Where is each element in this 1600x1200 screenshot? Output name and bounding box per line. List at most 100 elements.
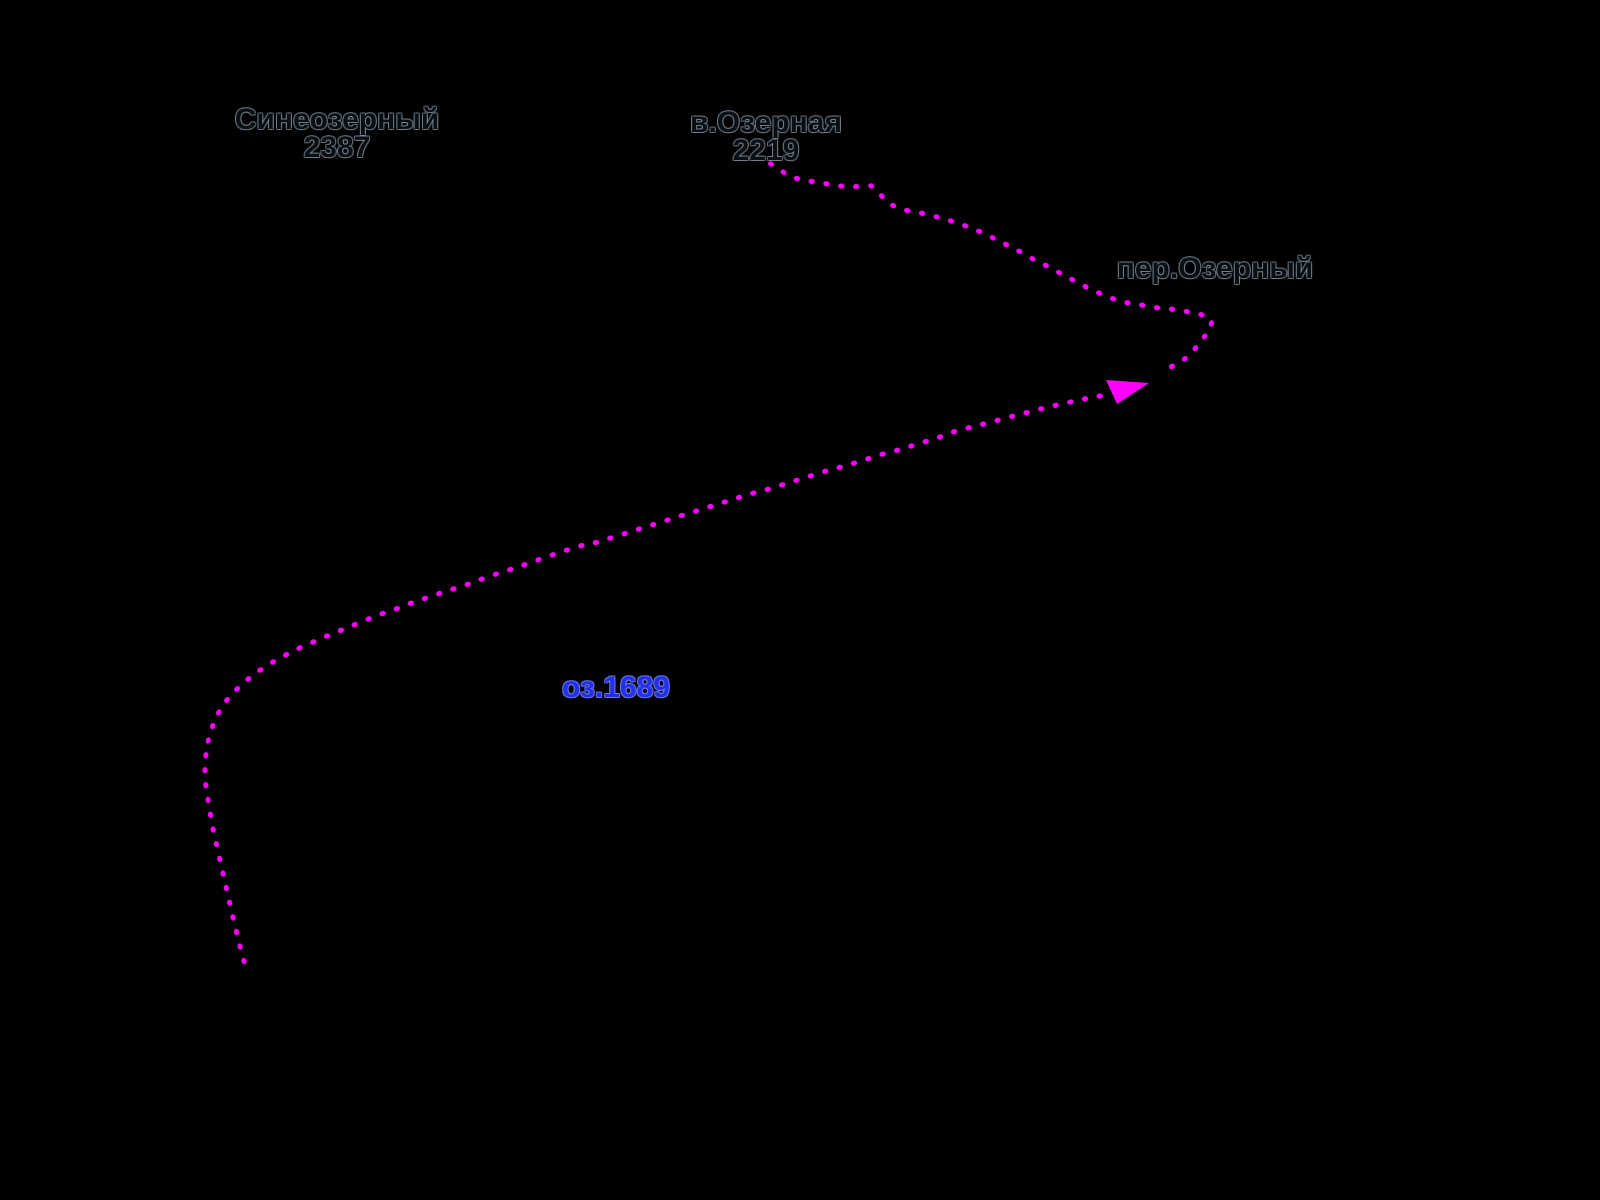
route-dot	[692, 508, 700, 514]
route-dot	[1181, 356, 1188, 362]
route-dot	[721, 499, 728, 505]
route-dot	[337, 627, 344, 633]
route-dot	[890, 202, 897, 209]
route-dot	[535, 557, 542, 563]
route-dot	[245, 676, 252, 682]
route-dot	[1198, 312, 1205, 318]
route-dot	[1096, 290, 1103, 296]
route-dot	[994, 417, 1001, 423]
route-dot	[421, 595, 429, 602]
route-dot	[750, 490, 757, 496]
route-dot	[836, 464, 843, 471]
route-dot	[351, 621, 358, 628]
lake-1689-name: оз.1689	[562, 671, 670, 704]
route-dot	[1096, 393, 1103, 399]
route-dot	[365, 616, 372, 622]
route-dot	[808, 178, 815, 185]
label-summit-sineozerny: Синеозерный 2387	[235, 105, 440, 164]
route-dot	[563, 547, 571, 553]
route-dot	[234, 685, 241, 692]
route-dot	[1139, 302, 1146, 308]
route-dot	[296, 645, 303, 651]
route-dot	[216, 709, 222, 716]
route-dot	[635, 526, 643, 532]
route-dot	[1042, 262, 1049, 269]
route-dot	[1168, 306, 1176, 312]
route-dot	[1029, 256, 1036, 262]
route-dot	[492, 571, 500, 577]
route-dot	[1153, 305, 1161, 311]
route-dot	[592, 539, 600, 546]
route-dot	[407, 600, 414, 606]
route-dot	[607, 535, 614, 541]
route-dot	[202, 767, 208, 774]
route-dot	[207, 811, 214, 818]
route-dot	[807, 473, 814, 479]
route-dot	[205, 737, 211, 744]
route-dot	[936, 434, 944, 440]
route-dot	[217, 855, 223, 863]
route-dot	[233, 928, 240, 936]
route-dot	[850, 460, 858, 466]
route-dot	[1056, 269, 1063, 276]
route-dot	[1008, 413, 1016, 420]
route-dot	[922, 438, 929, 445]
route-dot	[965, 425, 972, 431]
route-dot	[976, 228, 983, 234]
route-dot	[226, 899, 233, 906]
summit-ozernaya-name: в.Озерная	[690, 106, 842, 139]
route-dot	[1067, 399, 1074, 405]
route-dot	[950, 429, 958, 435]
route-dot	[224, 697, 230, 703]
route-dot	[779, 482, 786, 488]
route-dot	[323, 633, 331, 639]
route-dot	[1052, 402, 1059, 408]
route-track-dots	[202, 161, 1215, 965]
route-dot	[393, 606, 400, 612]
route-dot	[549, 552, 556, 558]
route-dot	[678, 512, 685, 519]
pass-ozerny-name: пер.Озерный	[1116, 252, 1314, 285]
label-lake-1689: оз.1689	[562, 671, 670, 704]
route-dot	[793, 175, 801, 182]
route-dot	[1201, 333, 1208, 340]
route-dot	[979, 421, 987, 427]
route-direction-arrow	[1106, 380, 1149, 404]
route-dot	[257, 667, 264, 673]
route-dot	[237, 943, 243, 950]
route-dot	[450, 586, 457, 592]
route-dot	[205, 796, 211, 804]
route-dot	[507, 566, 514, 573]
route-dot	[213, 841, 220, 848]
route-dot	[1023, 409, 1030, 416]
route-dot	[1081, 396, 1089, 402]
route-dot	[707, 503, 714, 510]
route-dot	[904, 207, 911, 214]
route-dot	[1109, 296, 1117, 302]
route-dot	[1003, 241, 1010, 248]
summit-ozernaya-elevation: 2219	[732, 134, 800, 167]
route-dot	[767, 161, 775, 167]
route-dot	[310, 639, 317, 645]
route-dot	[1037, 406, 1045, 412]
route-dot	[823, 181, 830, 187]
route-dot	[879, 193, 885, 200]
route-dot	[853, 183, 860, 190]
route-dot	[269, 659, 277, 665]
route-dot	[230, 914, 236, 921]
summit-sineozerny-elevation: 2387	[303, 131, 371, 164]
route-dot	[1016, 248, 1023, 255]
route-dot	[764, 486, 771, 492]
route-dot	[947, 218, 955, 224]
route-dot	[283, 652, 290, 658]
route-dot	[1192, 345, 1199, 352]
route-dot	[1069, 276, 1076, 283]
route-dot	[1124, 300, 1131, 306]
route-dot	[933, 214, 940, 220]
route-dot	[793, 477, 800, 483]
route-dot	[1183, 308, 1190, 315]
route-dot	[621, 530, 628, 537]
route-dot	[879, 451, 886, 457]
